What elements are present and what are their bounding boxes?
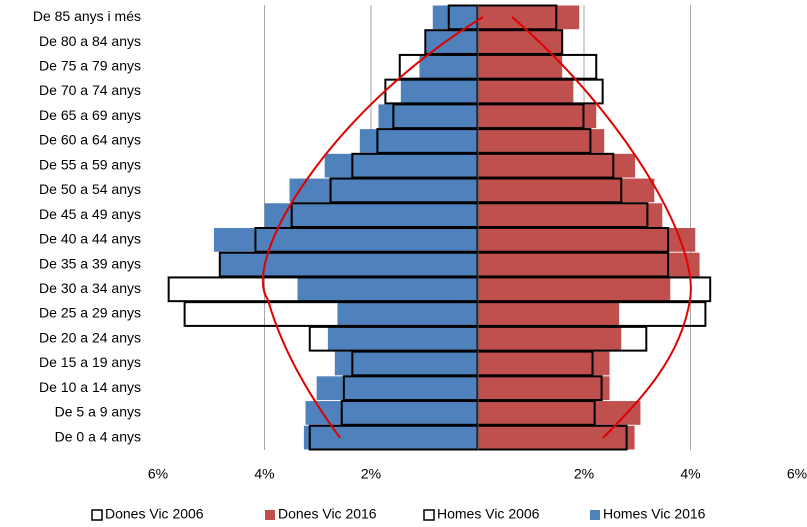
bar [400,79,478,104]
bar [477,425,635,450]
bar [477,252,700,277]
legend-swatch [590,510,600,520]
x-tick-label: 6% [787,466,807,482]
legend-label: Homes Vic 2006 [437,506,540,522]
bar [378,104,478,129]
bar [337,302,478,326]
bar [477,104,597,129]
bar [477,5,580,30]
y-tick-label: De 65 a 69 anys [39,107,141,123]
y-tick-label: De 15 a 19 anys [39,354,141,370]
bars [167,4,712,451]
bar [303,425,478,450]
y-tick-label: De 45 a 49 anys [39,206,141,222]
bar [419,54,478,79]
bar [305,401,478,425]
y-tick-label: De 55 a 59 anys [39,156,141,172]
legend-label: Homes Vic 2016 [603,506,706,522]
bar [477,79,574,104]
y-tick-label: De 35 a 39 anys [39,255,141,271]
bar [334,351,478,376]
trend-curve-right [511,16,692,439]
y-tick-label: De 60 a 64 anys [39,132,141,148]
bar [327,326,478,351]
y-tick-label: De 75 a 79 anys [39,58,141,74]
trend-curve-left [262,16,484,439]
bar [432,5,478,30]
bar [477,54,563,79]
bar [477,401,641,425]
y-tick-label: De 25 a 29 anys [39,305,141,321]
bar [477,129,605,153]
bar [264,203,478,228]
legend-swatch [265,510,275,520]
y-tick-label: De 10 a 14 anys [39,379,141,395]
x-tick-label: 6% [148,466,168,482]
bar [477,178,655,203]
bar [477,153,636,178]
legend-swatch [423,509,435,521]
bar [477,376,610,401]
x-tick-label: 4% [254,466,274,482]
legend-label: Dones Vic 2016 [278,506,377,522]
y-tick-label: De 80 a 84 anys [39,33,141,49]
bar [359,129,478,153]
bar [213,227,478,252]
x-tick-label: 2% [574,466,594,482]
x-tick-label: 2% [361,466,381,482]
bar [297,277,478,302]
legend-swatch [91,509,103,521]
y-tick-label: De 0 a 4 anys [55,428,141,444]
bar [477,326,622,351]
x-tick-label: 4% [680,466,700,482]
bar [477,351,610,376]
bar [477,302,620,326]
y-tick-label: De 85 anys i més [33,8,141,24]
bar [477,30,562,54]
bar [316,376,478,401]
bar [219,252,478,277]
bar [324,153,478,178]
bar [477,203,663,228]
bar [477,227,696,252]
y-tick-label: De 30 a 34 anys [39,280,141,296]
y-tick-label: De 40 a 44 anys [39,231,141,247]
bar [477,277,671,302]
bar [289,178,478,203]
y-tick-label: De 50 a 54 anys [39,181,141,197]
y-tick-label: De 70 a 74 anys [39,82,141,98]
y-tick-label: De 5 a 9 anys [55,404,141,420]
y-tick-label: De 20 a 24 anys [39,329,141,345]
legend-label: Dones Vic 2006 [105,506,204,522]
